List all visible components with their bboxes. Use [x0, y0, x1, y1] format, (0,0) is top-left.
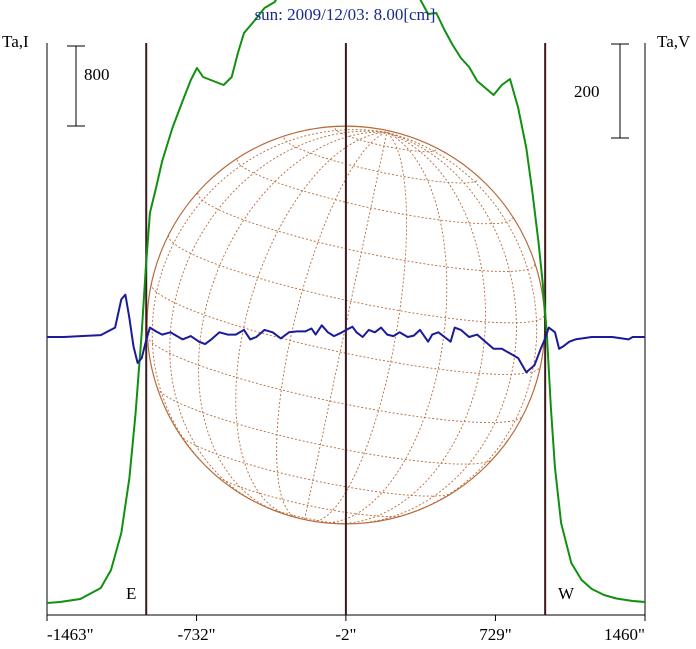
east-limb-label: E	[126, 584, 136, 603]
longitude-line	[333, 131, 486, 525]
x-tick-label: 729"	[479, 625, 511, 644]
longitude-line	[304, 132, 388, 520]
stokes-i-line	[46, 0, 646, 604]
longitude-line	[151, 129, 387, 476]
longitude-line	[169, 130, 387, 502]
latitude-line	[283, 137, 480, 184]
right-scale-bar	[611, 43, 629, 139]
longitude-line	[312, 132, 408, 522]
x-tick-label: -732"	[177, 625, 215, 644]
latitude-line	[168, 235, 545, 324]
latitude-line	[236, 159, 513, 225]
latitude-line	[146, 336, 523, 424]
x-tick-label: -2"	[335, 625, 356, 644]
x-tick-label: -1463"	[47, 625, 94, 644]
latitude-line	[197, 192, 536, 272]
latitude-line	[157, 387, 493, 465]
longitude-line	[198, 131, 387, 512]
left-scale-bar	[67, 45, 85, 127]
longitude-line	[235, 131, 387, 515]
right-axis-label: Ta,V	[657, 32, 691, 51]
longitude-line	[358, 131, 517, 524]
left-axis-label: Ta,I	[2, 32, 29, 51]
solar-grid	[146, 128, 545, 525]
latitude-line	[215, 474, 404, 517]
left-scale-label: 800	[84, 65, 110, 84]
stokes-v-line	[47, 293, 645, 374]
longitude-line	[276, 131, 387, 519]
longitude-line	[324, 132, 448, 524]
latitude-line	[180, 435, 453, 497]
longitude-line	[386, 131, 538, 516]
x-tick-label: 1460"	[604, 625, 645, 644]
chart-title: sun: 2009/12/03: 8.00[cm]	[255, 5, 436, 24]
west-limb-label: W	[558, 584, 575, 603]
right-scale-label: 200	[574, 82, 600, 101]
